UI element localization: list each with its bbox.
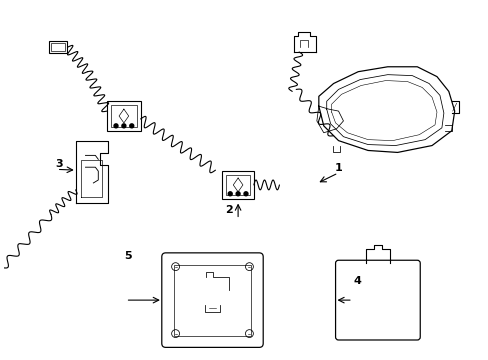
Text: 1: 1	[334, 163, 342, 172]
Circle shape	[244, 192, 247, 196]
Text: 4: 4	[353, 276, 361, 286]
Bar	[173, 265, 251, 336]
Circle shape	[236, 192, 240, 196]
Text: 5: 5	[124, 251, 132, 261]
Bar	[107, 101, 141, 131]
Circle shape	[114, 124, 118, 128]
Circle shape	[122, 124, 125, 128]
Circle shape	[228, 192, 232, 196]
Bar	[222, 171, 253, 199]
Bar	[51, 43, 65, 51]
Text: 3: 3	[55, 159, 63, 169]
Bar	[226, 175, 249, 195]
Bar	[49, 41, 67, 53]
Text: 2: 2	[225, 205, 232, 215]
Polygon shape	[0, 271, 2, 285]
Bar	[111, 105, 137, 127]
Circle shape	[129, 124, 133, 128]
